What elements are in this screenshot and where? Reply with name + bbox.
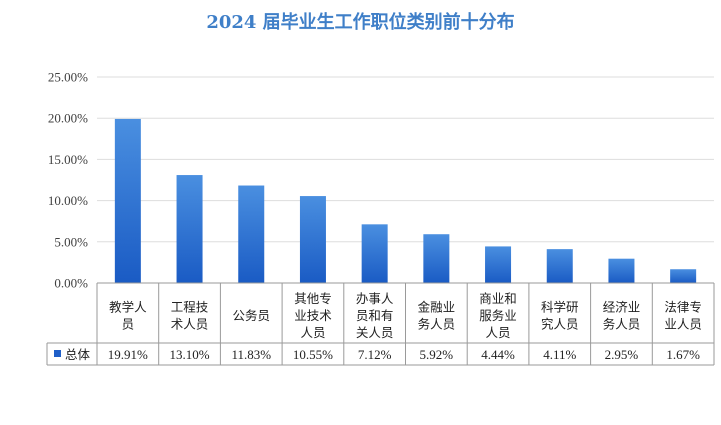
category-label: 务人员 <box>418 317 456 332</box>
category-label: 办事人 <box>356 291 394 306</box>
bar <box>176 175 203 283</box>
data-label: 11.83% <box>231 347 271 362</box>
category-label: 其他专 <box>294 291 332 306</box>
bar <box>546 249 573 283</box>
category-label: 工程技 <box>171 300 209 315</box>
chart-title: 2024 届毕业生工作职位类别前十分布 <box>206 12 515 33</box>
data-label: 4.11% <box>543 347 576 362</box>
category-label: 教学人 <box>109 300 147 315</box>
y-tick-label: 20.00% <box>48 111 88 126</box>
legend-label: 总体 <box>65 347 91 362</box>
y-tick-label: 15.00% <box>48 152 88 167</box>
bar <box>608 258 635 283</box>
category-label: 服务业 <box>479 308 517 323</box>
category-label: 科学研 <box>541 300 579 315</box>
bars <box>114 118 697 284</box>
bar <box>670 269 697 283</box>
category-label: 人员 <box>486 325 511 340</box>
category-label: 员和有 <box>356 308 394 323</box>
category-label: 金融业 <box>418 300 456 315</box>
category-label: 务人员 <box>603 317 641 332</box>
data-label: 13.10% <box>170 347 210 362</box>
category-label: 术人员 <box>171 317 209 332</box>
category-label: 商业和 <box>479 291 517 306</box>
category-label: 法律专 <box>664 300 702 315</box>
data-label: 1.67% <box>666 347 700 362</box>
category-label: 业人员 <box>664 317 702 332</box>
category-label: 人员 <box>300 325 325 340</box>
bar <box>299 196 326 283</box>
category-label: 经济业 <box>603 300 641 315</box>
y-tick-label: 10.00% <box>48 193 88 208</box>
data-label: 5.92% <box>420 347 454 362</box>
data-label: 2.95% <box>605 347 639 362</box>
legend-swatch <box>54 350 61 357</box>
bar <box>485 246 512 283</box>
data-label: 19.91% <box>108 347 148 362</box>
y-tick-label: 5.00% <box>54 234 88 249</box>
category-label: 关人员 <box>356 325 394 340</box>
bar <box>114 118 141 284</box>
category-label: 公务员 <box>232 308 270 323</box>
data-label: 4.44% <box>481 347 515 362</box>
category-label: 业技术 <box>294 308 332 323</box>
y-tick-label: 25.00% <box>48 70 88 85</box>
gridlines <box>97 76 714 243</box>
bar <box>238 185 265 283</box>
bar <box>423 234 450 283</box>
bar <box>361 224 388 283</box>
data-label: 10.55% <box>293 347 333 362</box>
category-label: 究人员 <box>541 317 579 332</box>
y-axis-ticks: 0.00% 5.00% 10.00% 15.00% 20.00% 25.00% <box>48 70 88 291</box>
data-label: 7.12% <box>358 347 392 362</box>
y-tick-label: 0.00% <box>54 276 88 291</box>
category-label: 员 <box>122 317 135 332</box>
